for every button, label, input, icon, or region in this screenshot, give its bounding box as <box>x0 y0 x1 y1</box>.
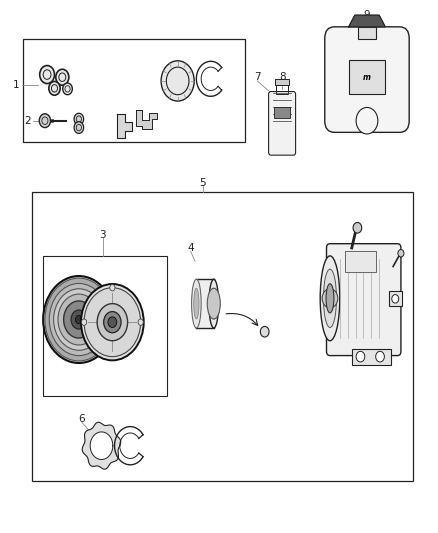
Bar <box>23 38 245 142</box>
Circle shape <box>74 122 84 133</box>
Circle shape <box>45 278 113 361</box>
Bar <box>276 85 288 94</box>
Ellipse shape <box>194 288 199 319</box>
Text: 4: 4 <box>187 243 194 253</box>
Circle shape <box>138 319 143 325</box>
Circle shape <box>63 83 72 95</box>
Circle shape <box>376 351 385 362</box>
Circle shape <box>356 108 378 134</box>
Text: 2: 2 <box>24 116 31 126</box>
Circle shape <box>49 82 60 95</box>
Circle shape <box>81 319 87 325</box>
FancyBboxPatch shape <box>325 27 409 132</box>
Circle shape <box>161 61 194 101</box>
Polygon shape <box>117 114 132 138</box>
Ellipse shape <box>209 279 219 328</box>
Text: 9: 9 <box>364 10 370 20</box>
Circle shape <box>71 310 87 329</box>
Ellipse shape <box>211 288 216 319</box>
Circle shape <box>392 295 399 303</box>
Ellipse shape <box>191 279 201 328</box>
Text: 8: 8 <box>279 72 286 82</box>
Circle shape <box>398 249 404 257</box>
Circle shape <box>64 301 94 338</box>
Bar <box>274 108 290 118</box>
Circle shape <box>58 294 100 345</box>
Circle shape <box>43 276 115 363</box>
Circle shape <box>108 317 117 327</box>
Bar <box>349 60 385 94</box>
Circle shape <box>39 114 50 127</box>
Text: m: m <box>363 72 371 82</box>
Circle shape <box>110 285 115 291</box>
Circle shape <box>81 284 144 360</box>
Bar <box>345 251 376 272</box>
Bar <box>389 292 402 306</box>
Bar <box>358 27 376 38</box>
Circle shape <box>40 66 54 84</box>
Text: 7: 7 <box>254 72 261 82</box>
Circle shape <box>104 312 121 333</box>
Ellipse shape <box>320 256 340 341</box>
FancyBboxPatch shape <box>268 92 296 155</box>
Circle shape <box>75 316 82 324</box>
Bar <box>43 256 167 397</box>
Text: 6: 6 <box>78 414 85 424</box>
Polygon shape <box>90 432 113 459</box>
FancyBboxPatch shape <box>326 244 401 356</box>
Text: 1: 1 <box>13 79 20 90</box>
Bar <box>352 349 391 365</box>
Circle shape <box>356 351 365 362</box>
Ellipse shape <box>323 269 336 327</box>
Ellipse shape <box>326 284 334 313</box>
Circle shape <box>56 69 69 85</box>
Polygon shape <box>82 422 121 469</box>
Circle shape <box>53 289 104 350</box>
Text: 5: 5 <box>200 177 206 188</box>
Circle shape <box>97 304 127 341</box>
Ellipse shape <box>207 288 220 319</box>
Polygon shape <box>136 110 157 128</box>
Text: 3: 3 <box>99 230 106 240</box>
Circle shape <box>260 326 269 337</box>
Circle shape <box>84 288 141 357</box>
Circle shape <box>353 222 362 233</box>
Bar <box>275 79 289 85</box>
Circle shape <box>322 289 338 308</box>
Circle shape <box>49 284 109 356</box>
Bar <box>32 192 413 481</box>
Polygon shape <box>349 15 385 27</box>
Circle shape <box>74 114 84 125</box>
